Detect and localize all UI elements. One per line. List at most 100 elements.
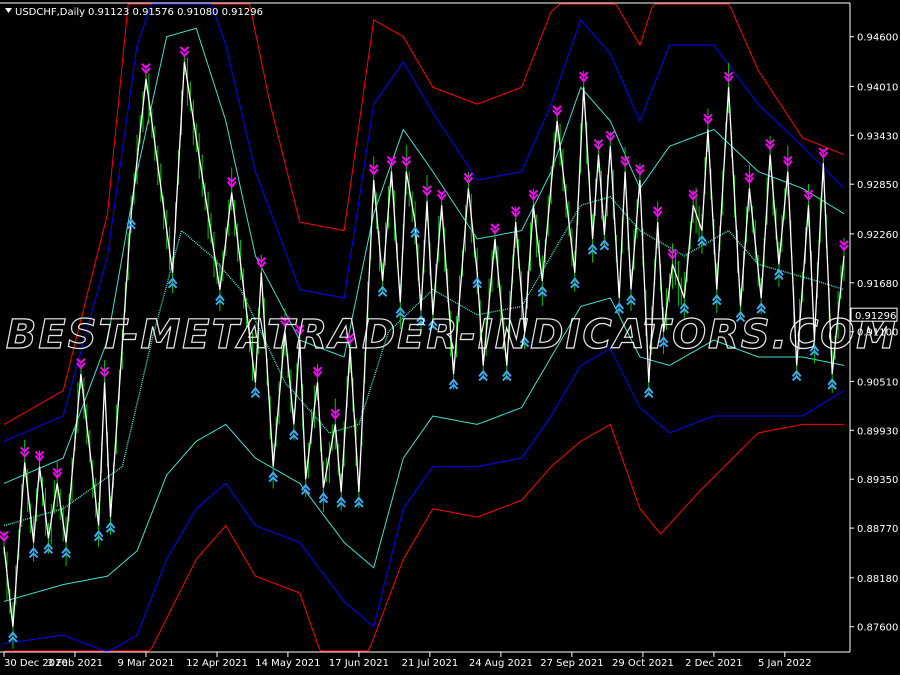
x-tick-label: 5 Jan 2022 bbox=[758, 658, 812, 669]
sell-signal-arrow bbox=[0, 530, 9, 543]
y-tick-label: 0.94600 bbox=[857, 33, 898, 44]
sell-signal-arrow bbox=[723, 71, 734, 83]
buy-signal-arrow bbox=[318, 492, 329, 504]
sell-signal-arrow bbox=[386, 155, 397, 168]
buy-signal-arrow bbox=[28, 546, 39, 559]
sell-signal-arrow bbox=[605, 130, 616, 142]
buy-signal-arrow bbox=[43, 542, 54, 554]
sell-signal-arrow bbox=[818, 147, 829, 159]
outer-lower-band-line bbox=[4, 423, 844, 652]
buy-signal-arrow bbox=[587, 243, 598, 255]
sell-signal-arrow bbox=[490, 223, 500, 235]
current-price-label: 0.91296 bbox=[855, 311, 896, 322]
buy-signal-arrow bbox=[289, 428, 299, 441]
y-tick-label: 0.94010 bbox=[857, 82, 898, 93]
buy-signal-arrow bbox=[502, 369, 512, 382]
buy-signal-arrow bbox=[519, 336, 530, 348]
buy-signal-arrow bbox=[448, 378, 459, 390]
sell-signal-arrow bbox=[226, 176, 237, 189]
sell-signal-arrow bbox=[552, 105, 562, 117]
sell-signal-arrow bbox=[19, 446, 30, 458]
sell-signal-arrow bbox=[783, 155, 793, 168]
buy-signal-arrow bbox=[395, 306, 406, 318]
x-tick-label: 21 Jul 2021 bbox=[402, 658, 459, 669]
ohlc-readout: 0.91123 0.91576 0.91080 0.91296 bbox=[88, 7, 263, 18]
buy-signal-arrow bbox=[679, 302, 690, 314]
x-tick-label: 9 Mar 2021 bbox=[117, 658, 174, 669]
buy-signal-arrow bbox=[377, 285, 388, 297]
sell-signal-arrow bbox=[463, 172, 474, 185]
y-tick-label: 0.93430 bbox=[857, 131, 898, 142]
x-tick-label: 12 Apr 2021 bbox=[186, 658, 248, 669]
sell-signal-arrow bbox=[294, 324, 305, 336]
buy-signal-arrow bbox=[300, 483, 311, 495]
y-tick-label: 0.91100 bbox=[857, 328, 898, 339]
sell-signal-arrow bbox=[528, 189, 539, 201]
buy-signal-arrow bbox=[809, 344, 820, 356]
zigzag-layer bbox=[3, 61, 845, 627]
y-axis-ticks: 0.94600 0.94010 0.93430 0.92850 0.92260 0.916… bbox=[850, 33, 898, 634]
buy-signal-arrow bbox=[712, 293, 722, 306]
sell-signal-arrow bbox=[839, 240, 849, 252]
buy-signal-arrow bbox=[268, 470, 278, 483]
sell-signal-arrow bbox=[179, 46, 190, 58]
sell-signal-arrow bbox=[593, 139, 604, 151]
x-tick-label: 14 May 2021 bbox=[255, 658, 320, 669]
middle-lower-band-line bbox=[3, 347, 845, 652]
sell-signal-arrow bbox=[312, 366, 323, 378]
buy-signal-arrow bbox=[336, 496, 346, 508]
sell-signal-arrow bbox=[141, 63, 151, 75]
buy-signal-arrow bbox=[428, 319, 438, 331]
sell-signal-arrow bbox=[667, 248, 678, 260]
buy-signal-arrow bbox=[735, 310, 746, 323]
symbol-timeframe-label: USDCHF,Daily bbox=[15, 7, 85, 18]
buy-signal-arrow bbox=[658, 336, 669, 348]
buy-signal-arrow bbox=[478, 369, 488, 382]
buy-signal-arrow bbox=[626, 293, 636, 306]
sell-signal-arrow bbox=[652, 206, 663, 218]
buy-signal-arrow bbox=[410, 226, 420, 238]
header-dropdown-icon[interactable] bbox=[5, 8, 12, 13]
sell-signal-arrow bbox=[34, 450, 45, 463]
sell-signal-arrow bbox=[368, 164, 379, 176]
x-tick-label: 3 Feb 2021 bbox=[47, 658, 103, 669]
sell-signal-arrow bbox=[744, 172, 755, 185]
buy-signal-arrow bbox=[756, 302, 766, 314]
sell-signal-arrow bbox=[436, 189, 447, 201]
x-tick-label: 17 Jun 2021 bbox=[329, 658, 389, 669]
buy-signal-arrow bbox=[61, 546, 71, 559]
buy-signal-arrow bbox=[215, 293, 225, 306]
sell-signal-arrow bbox=[803, 189, 814, 201]
sell-signal-arrow bbox=[76, 358, 86, 370]
x-tick-label: 24 Aug 2021 bbox=[469, 658, 533, 669]
sell-signal-arrow bbox=[422, 185, 432, 197]
buy-signal-arrow bbox=[105, 521, 116, 533]
midline-layer bbox=[3, 196, 845, 527]
y-tick-label: 0.90510 bbox=[857, 377, 898, 388]
sell-signal-arrow bbox=[578, 71, 589, 83]
buy-signal-arrow bbox=[570, 277, 580, 289]
buy-signal-arrow bbox=[354, 496, 364, 508]
sell-signal-arrow bbox=[635, 164, 645, 176]
watermark-text: BEST-METATRADER-INDICATORS.COM bbox=[6, 312, 898, 358]
middle-upper-band-line bbox=[3, 3, 845, 442]
buy-signal-arrow bbox=[697, 234, 707, 247]
y-tick-label: 0.91680 bbox=[857, 279, 898, 290]
sell-signal-arrow bbox=[52, 467, 63, 480]
sell-signal-arrow bbox=[765, 139, 775, 151]
buy-signal-arrow bbox=[472, 277, 483, 289]
signal-arrows bbox=[0, 46, 849, 643]
sell-signal-arrow bbox=[256, 257, 267, 269]
buy-signal-arrow bbox=[93, 529, 104, 542]
inner-upper-band-line bbox=[3, 27, 845, 484]
buy-signal-arrow bbox=[774, 268, 784, 280]
buy-signal-arrow bbox=[644, 386, 654, 398]
y-tick-label: 0.88770 bbox=[857, 524, 898, 535]
envelope-bands bbox=[3, 3, 845, 652]
sell-signal-arrow bbox=[280, 316, 290, 328]
buy-signal-arrow bbox=[599, 239, 610, 251]
inner-lower-band-line bbox=[3, 297, 845, 602]
